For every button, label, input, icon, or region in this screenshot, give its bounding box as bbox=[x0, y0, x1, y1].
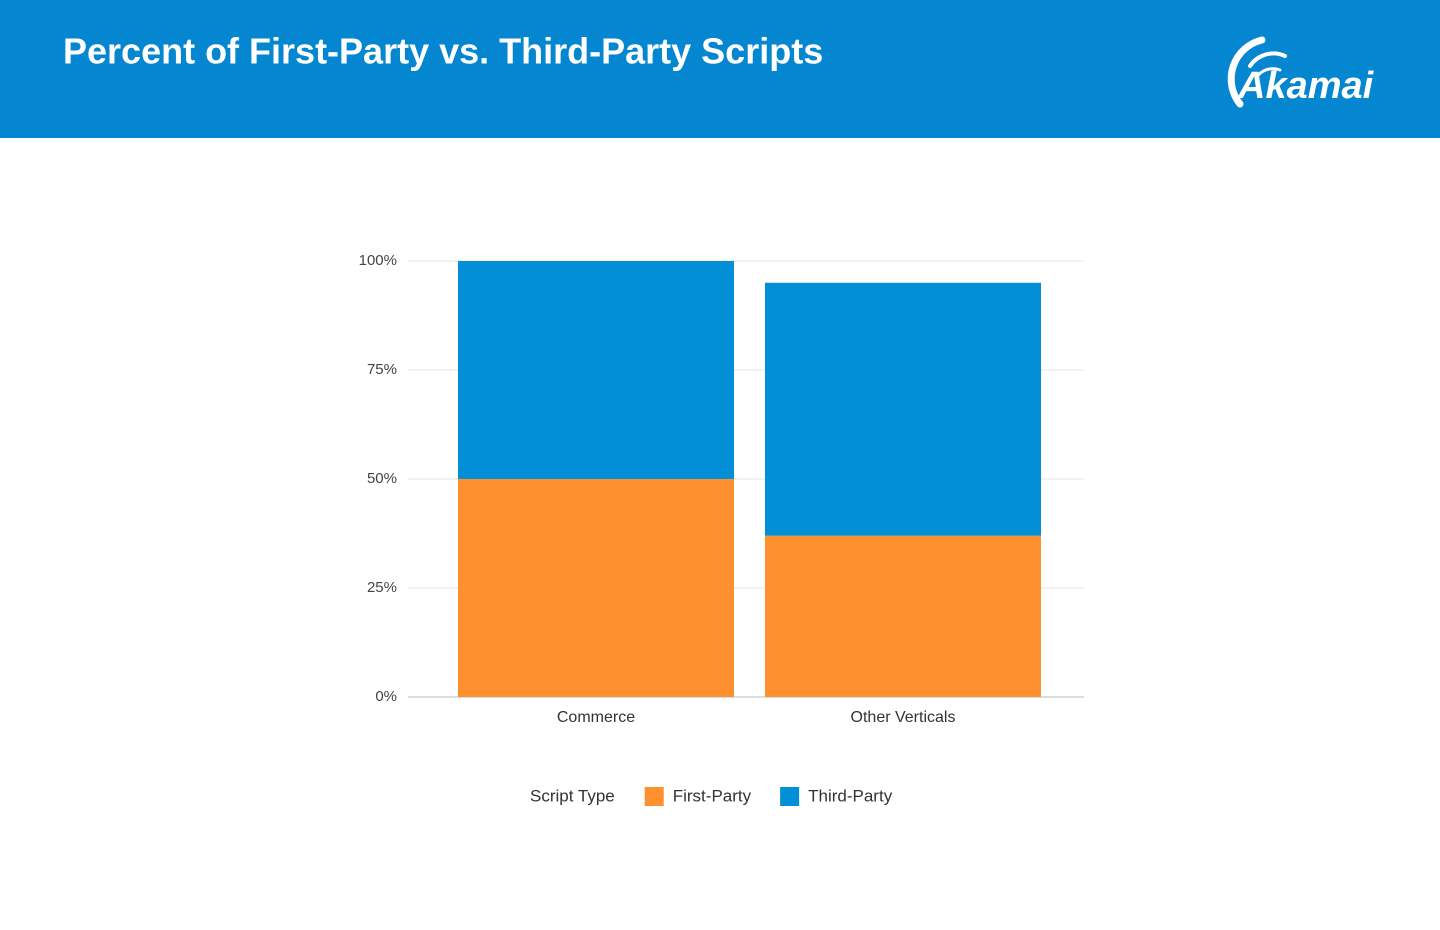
legend-swatch bbox=[644, 787, 664, 806]
legend-label: Third-Party bbox=[808, 786, 893, 805]
y-tick-label: 0% bbox=[375, 688, 397, 705]
header-title: Percent of First-Party vs. Third-Party S… bbox=[63, 31, 823, 72]
y-tick-label: 100% bbox=[359, 252, 397, 269]
y-tick-label: 75% bbox=[367, 361, 397, 378]
logo-text: Akamai bbox=[1237, 65, 1375, 107]
x-tick-label: Other Verticals bbox=[851, 709, 956, 726]
bar-segment bbox=[458, 479, 734, 697]
x-tick-label: Commerce bbox=[557, 709, 635, 726]
bar-segment bbox=[458, 261, 734, 479]
legend-swatch bbox=[780, 787, 800, 806]
legend-title: Script Type bbox=[530, 786, 615, 805]
bar-segment bbox=[765, 282, 1041, 536]
bar-segment bbox=[765, 535, 1041, 697]
y-tick-label: 25% bbox=[367, 579, 397, 596]
logo bbox=[1227, 36, 1287, 108]
header-bar bbox=[0, 0, 1440, 138]
y-tick-label: 50% bbox=[367, 470, 397, 487]
legend-label: First-Party bbox=[673, 786, 752, 805]
